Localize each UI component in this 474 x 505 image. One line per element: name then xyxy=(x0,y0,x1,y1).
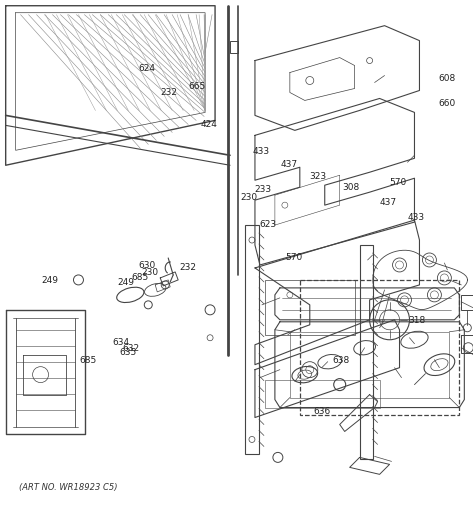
Bar xyxy=(230,40,238,53)
Text: 437: 437 xyxy=(281,160,298,169)
Text: 624: 624 xyxy=(139,64,155,73)
Text: 230: 230 xyxy=(141,268,158,277)
Text: 230: 230 xyxy=(240,192,257,201)
Text: 318: 318 xyxy=(408,316,425,325)
Text: 249: 249 xyxy=(42,276,59,285)
Text: 685: 685 xyxy=(80,356,97,365)
Text: 630: 630 xyxy=(138,261,156,270)
Bar xyxy=(265,280,355,335)
Bar xyxy=(265,380,380,408)
Bar xyxy=(461,295,474,310)
Text: 636: 636 xyxy=(313,407,331,416)
Text: 608: 608 xyxy=(438,74,456,83)
Text: 233: 233 xyxy=(255,185,272,194)
Text: 433: 433 xyxy=(252,147,269,156)
Text: 232: 232 xyxy=(160,88,177,97)
Text: 570: 570 xyxy=(389,177,406,186)
Text: 685: 685 xyxy=(131,273,149,282)
Text: 308: 308 xyxy=(342,182,359,191)
Text: 437: 437 xyxy=(380,197,397,207)
Bar xyxy=(461,335,474,352)
Text: 634: 634 xyxy=(113,338,130,346)
Bar xyxy=(360,245,373,460)
Text: 232: 232 xyxy=(179,263,196,272)
Text: 323: 323 xyxy=(309,173,326,181)
Text: 433: 433 xyxy=(408,213,425,222)
Text: 665: 665 xyxy=(188,82,205,91)
Text: 570: 570 xyxy=(285,253,302,262)
Text: (ART NO. WR18923 C5): (ART NO. WR18923 C5) xyxy=(18,483,117,492)
Text: 635: 635 xyxy=(119,348,137,357)
Text: 424: 424 xyxy=(200,120,217,129)
Text: 632: 632 xyxy=(122,344,139,352)
Bar xyxy=(245,225,259,454)
Text: 623: 623 xyxy=(259,220,276,229)
Text: 638: 638 xyxy=(332,356,350,365)
Text: 249: 249 xyxy=(118,278,135,287)
Text: 660: 660 xyxy=(438,99,456,109)
